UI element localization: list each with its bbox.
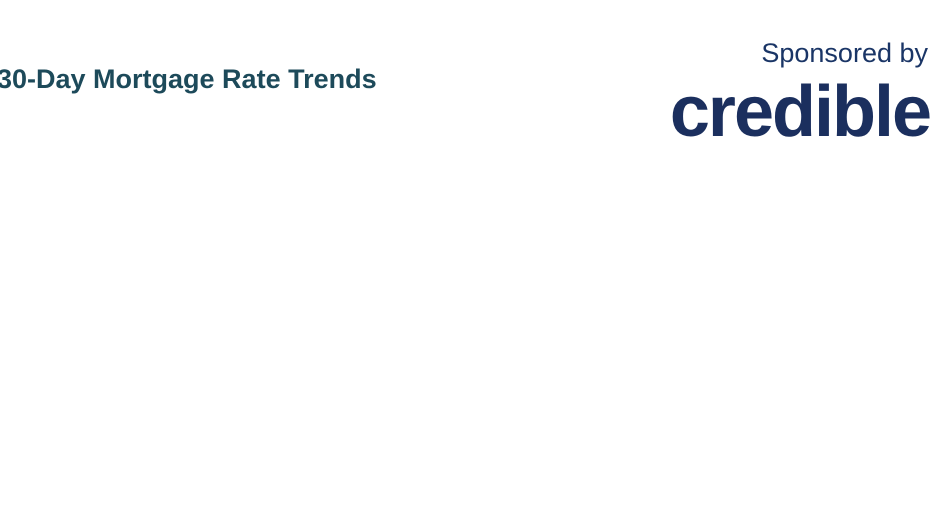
sponsor-logo: credible: [670, 72, 930, 152]
chart-title: 30-Day Mortgage Rate Trends: [0, 64, 377, 94]
sponsor-label: Sponsored by: [761, 38, 928, 68]
